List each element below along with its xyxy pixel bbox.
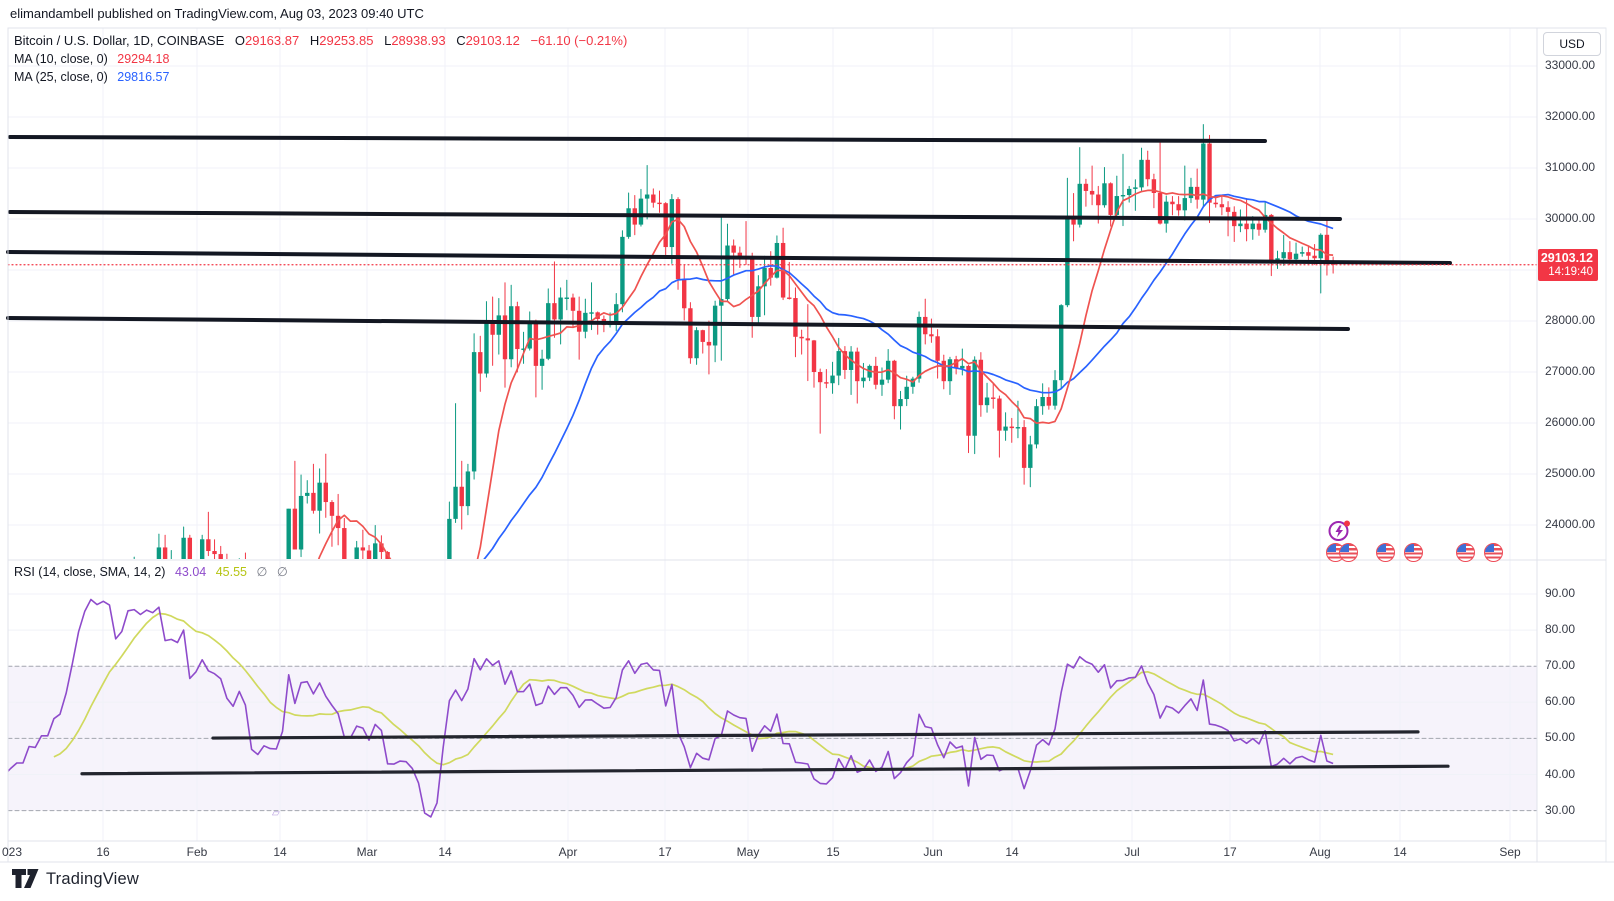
time-axis-label: Sep <box>1499 845 1521 859</box>
close-letter: C <box>456 33 466 48</box>
time-axis-label: Apr <box>558 845 578 859</box>
time-axis[interactable] <box>8 841 1537 862</box>
tradingview-logo-mark <box>12 869 39 888</box>
bar-countdown: 14:19:40 <box>1548 266 1593 278</box>
price-axis-label: 25000.00 <box>1545 466 1596 480</box>
time-axis-label: 14 <box>1005 845 1019 859</box>
published-header-text: elimandambell published on TradingView.c… <box>10 6 424 21</box>
us-flag-icon[interactable] <box>1376 543 1395 562</box>
time-axis-label: Mar <box>356 845 378 859</box>
rsi-band-lower-value: ∅ <box>276 565 288 579</box>
close-value: 29103.12 <box>465 33 520 48</box>
low-value: 28938.93 <box>391 33 446 48</box>
rsi-axis-label: 80.00 <box>1545 622 1576 637</box>
time-axis-label: 14 <box>273 845 287 859</box>
time-axis-label: 17 <box>658 845 672 859</box>
us-flag-icon[interactable] <box>1484 543 1503 562</box>
price-axis[interactable] <box>1537 28 1614 841</box>
low-letter: L <box>384 33 392 48</box>
time-axis-label: 023 <box>1 845 23 859</box>
time-axis-label: Jun <box>923 845 943 859</box>
open-value: 29163.87 <box>244 33 300 48</box>
high-letter: H <box>309 33 320 48</box>
time-axis-label: Feb <box>186 845 208 859</box>
us-flag-icon[interactable] <box>1404 543 1423 562</box>
rsi-axis-label: 90.00 <box>1545 586 1576 600</box>
last-price-value: 29103.12 <box>1540 251 1593 265</box>
price-axis-label: 32000.00 <box>1545 109 1596 123</box>
rsi-axis-label: 70.00 <box>1545 658 1576 673</box>
us-flag-icon[interactable] <box>1456 543 1475 562</box>
rsi-value: 43.04 <box>174 565 207 579</box>
price-axis-label: 27000.00 <box>1545 364 1596 378</box>
time-axis-label: 14 <box>438 845 452 859</box>
rsi-band-upper-value: ∅ <box>256 565 268 579</box>
symbol-title[interactable]: Bitcoin / U.S. Dollar, 1D, COINBASE <box>14 33 225 48</box>
rsi-axis-label: 40.00 <box>1545 766 1576 781</box>
time-axis-label: 14 <box>1393 845 1407 859</box>
us-flag-icon[interactable] <box>1339 543 1358 562</box>
currency-toggle-button[interactable]: USD <box>1543 32 1601 56</box>
drawing-cursor-icon: ▱ <box>272 808 280 819</box>
rsi-pane-legend: RSI (14, close, SMA, 14, 2) 43.04 45.55 … <box>14 564 294 579</box>
ohlc-open: O29163.87 <box>235 33 299 48</box>
price-axis-label: 24000.00 <box>1545 517 1596 531</box>
ma25-label[interactable]: MA (25, close, 0) <box>14 70 108 84</box>
rsi-axis-label: 50.00 <box>1545 730 1576 745</box>
tradingview-logo-text: TradingView <box>46 869 139 888</box>
ma10-value: 29294.18 <box>117 52 170 66</box>
price-axis-label: 28000.00 <box>1545 313 1596 327</box>
ohlc-high: H29253.85 <box>310 33 374 48</box>
time-axis-label: 17 <box>1223 845 1237 859</box>
ma10-label[interactable]: MA (10, close, 0) <box>14 52 108 66</box>
time-axis-label: Jul <box>1124 845 1140 859</box>
price-axis-label: 33000.00 <box>1545 58 1596 72</box>
rsi-sma-value: 45.55 <box>215 565 247 579</box>
rsi-axis-label: 30.00 <box>1545 802 1576 817</box>
rsi-label[interactable]: RSI (14, close, SMA, 14, 2) <box>14 565 166 579</box>
time-axis-label: Aug <box>1309 845 1331 859</box>
price-axis-label: 26000.00 <box>1545 415 1596 429</box>
lightning-boost-icon[interactable] <box>1328 519 1351 542</box>
last-price-label[interactable]: 29103.12 14:19:40 <box>1538 249 1598 281</box>
price-axis-label: 30000.00 <box>1545 211 1596 225</box>
time-axis-label: May <box>736 845 760 859</box>
ma25-value: 29816.57 <box>117 70 170 84</box>
change-value: −61.10 (−0.21%) <box>530 33 628 48</box>
time-axis-label: 15 <box>826 845 840 859</box>
ohlc-low: L28938.93 <box>384 33 445 48</box>
price-axis-label: 31000.00 <box>1545 160 1596 174</box>
ohlc-close: C29103.12 <box>456 33 520 48</box>
high-value: 29253.85 <box>319 33 374 48</box>
time-axis-label: 16 <box>96 845 110 859</box>
published-header: elimandambell published on TradingView.c… <box>10 6 424 21</box>
price-pane-legend: Bitcoin / U.S. Dollar, 1D, COINBASE O291… <box>14 32 627 86</box>
rsi-axis-label: 60.00 <box>1545 694 1576 709</box>
open-letter: O <box>234 33 245 48</box>
tradingview-logo[interactable]: TradingView <box>12 869 139 889</box>
